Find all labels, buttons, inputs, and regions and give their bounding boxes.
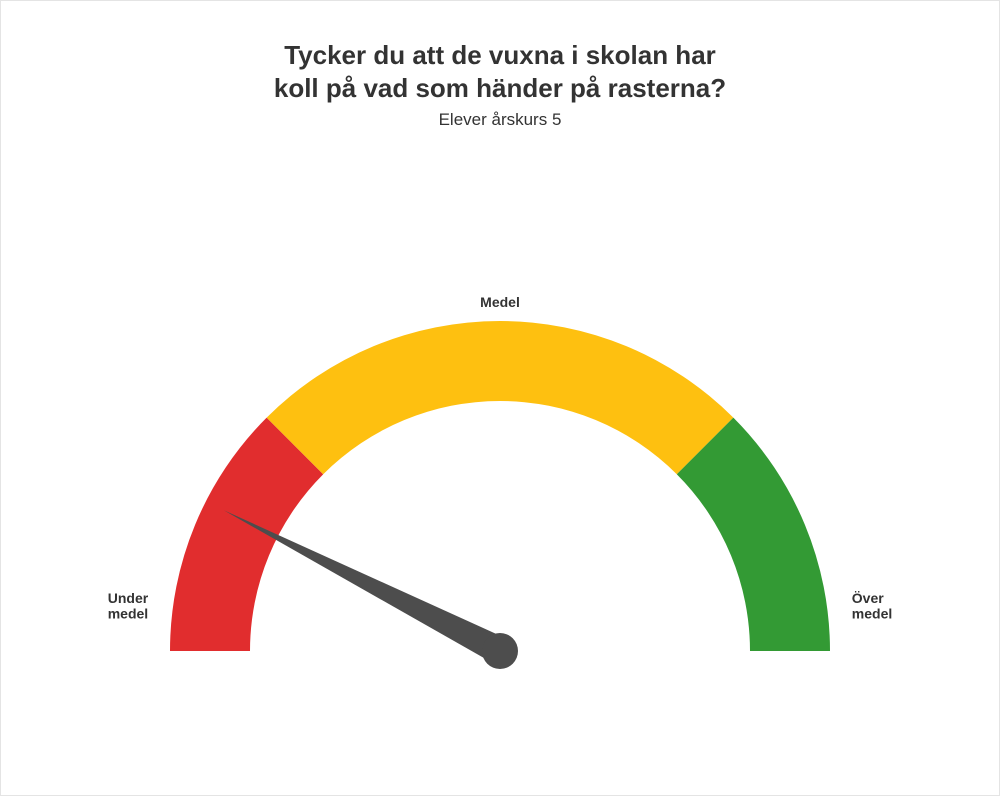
gauge-label-2: Övermedel (852, 590, 892, 621)
gauge-pivot (482, 633, 518, 669)
gauge-segment-2 (677, 418, 830, 651)
gauge-needle (224, 510, 507, 663)
gauge-label-1: Medel (480, 294, 520, 310)
chart-title: Tycker du att de vuxna i skolan har koll… (1, 39, 999, 104)
gauge-segment-1 (267, 321, 734, 474)
gauge-chart: Undermedel Medel Övermedel (1, 181, 999, 741)
chart-title-line2: koll på vad som händer på rasterna? (274, 73, 726, 103)
chart-subtitle: Elever årskurs 5 (1, 110, 999, 130)
gauge-segment-0 (170, 418, 323, 651)
chart-frame: { "title_line1": "Tycker du att de vuxna… (0, 0, 1000, 796)
chart-title-line1: Tycker du att de vuxna i skolan har (284, 40, 716, 70)
gauge-svg: Undermedel Medel Övermedel (70, 181, 930, 741)
gauge-label-0: Undermedel (108, 590, 149, 621)
